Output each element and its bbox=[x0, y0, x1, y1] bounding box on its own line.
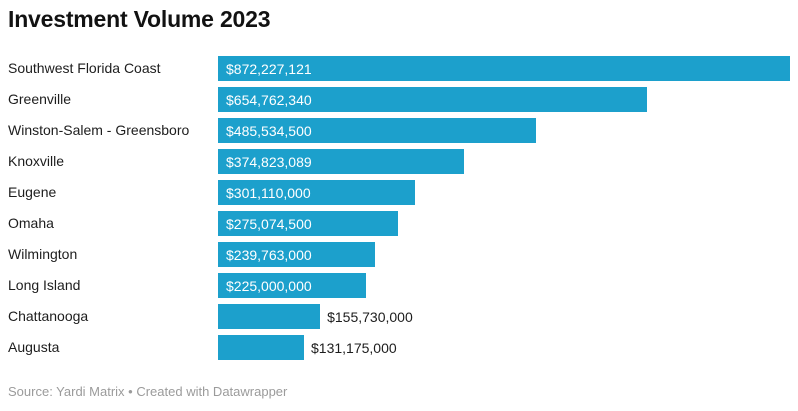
bar-track: $485,534,500 bbox=[218, 118, 790, 143]
chart-title: Investment Volume 2023 bbox=[8, 6, 271, 32]
bar-track: $301,110,000 bbox=[218, 180, 790, 205]
value-label: $239,763,000 bbox=[226, 246, 312, 263]
bar: $301,110,000 bbox=[218, 180, 416, 205]
bar-track: $225,000,000 bbox=[218, 273, 790, 298]
chart-row: Wilmington $239,763,000 bbox=[8, 242, 790, 273]
value-label: $225,000,000 bbox=[226, 277, 312, 294]
chart-row: Augusta $131,175,000 bbox=[8, 335, 790, 366]
chart-row: Knoxville $374,823,089 bbox=[8, 149, 790, 180]
bar-track: $872,227,121 bbox=[218, 56, 790, 81]
chart-row: Eugene $301,110,000 bbox=[8, 180, 790, 211]
category-label: Long Island bbox=[8, 277, 81, 293]
value-label: $654,762,340 bbox=[226, 91, 312, 108]
value-label: $275,074,500 bbox=[226, 215, 312, 232]
category-label: Augusta bbox=[8, 339, 60, 355]
value-label: $374,823,089 bbox=[226, 153, 312, 170]
category-label: Winston-Salem - Greensboro bbox=[8, 122, 190, 138]
chart-row: Chattanooga $155,730,000 bbox=[8, 304, 790, 335]
bar: $239,763,000 bbox=[218, 242, 376, 267]
bar-track: $275,074,500 bbox=[218, 211, 790, 236]
value-label: $485,534,500 bbox=[226, 122, 312, 139]
category-label: Omaha bbox=[8, 215, 54, 231]
category-label: Southwest Florida Coast bbox=[8, 60, 161, 76]
bar: $485,534,500 bbox=[218, 118, 537, 143]
category-label: Knoxville bbox=[8, 153, 65, 169]
category-label: Eugene bbox=[8, 184, 57, 200]
category-label: Chattanooga bbox=[8, 308, 89, 324]
bar: $275,074,500 bbox=[218, 211, 399, 236]
bar-track: $131,175,000 bbox=[218, 335, 790, 360]
value-label: $301,110,000 bbox=[226, 184, 311, 201]
category-label: Greenville bbox=[8, 91, 72, 107]
value-label: $131,175,000 bbox=[311, 339, 397, 356]
bar: $872,227,121 bbox=[218, 56, 790, 81]
chart-row: Greenville $654,762,340 bbox=[8, 87, 790, 118]
chart-row: Winston-Salem - Greensboro $485,534,500 bbox=[8, 118, 790, 149]
source-attribution: Source: Yardi Matrix • Created with Data… bbox=[8, 384, 288, 399]
bar: $225,000,000 bbox=[218, 273, 366, 298]
bar-track: $155,730,000 bbox=[218, 304, 790, 329]
bar-track: $239,763,000 bbox=[218, 242, 790, 267]
bar: $374,823,089 bbox=[218, 149, 464, 174]
value-label: $872,227,121 bbox=[226, 60, 312, 77]
bar-track: $374,823,089 bbox=[218, 149, 790, 174]
category-label: Wilmington bbox=[8, 246, 78, 262]
bar-track: $654,762,340 bbox=[218, 87, 790, 112]
bar bbox=[218, 304, 321, 329]
chart-row: Omaha $275,074,500 bbox=[8, 211, 790, 242]
value-label: $155,730,000 bbox=[327, 308, 413, 325]
bar bbox=[218, 335, 305, 360]
bar: $654,762,340 bbox=[218, 87, 648, 112]
bar-chart: Southwest Florida Coast $872,227,121 Green… bbox=[8, 56, 790, 366]
chart-row: Southwest Florida Coast $872,227,121 bbox=[8, 56, 790, 87]
chart-row: Long Island $225,000,000 bbox=[8, 273, 790, 304]
